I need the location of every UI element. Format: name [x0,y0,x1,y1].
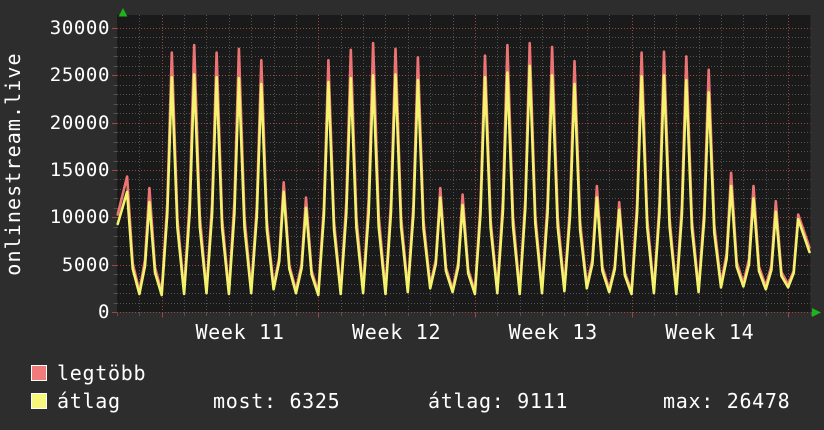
legend-label-átlag: átlag [57,389,121,413]
minor-tick-marks [113,37,812,316]
legend-swatch-átlag [31,393,47,409]
major-tick-marks [112,28,789,318]
x-axis-week-label: Week 11 [195,320,285,344]
x-axis-week-label: Week 12 [352,320,442,344]
x-axis-arrow-icon [812,308,821,317]
series-line-average [116,64,811,297]
stat-átlag: átlag: 9111 [428,389,569,413]
stat-max: max: 26478 [663,389,791,413]
y-axis-tick-label: 0 [97,301,110,323]
stat-most: most: 6325 [213,389,341,413]
x-axis-week-label: Week 14 [665,320,755,344]
legend-label-legtöbb: legtöbb [57,361,147,385]
y-axis-tick-label: 5000 [61,253,110,276]
y-axis-tick-label: 25000 [49,64,110,87]
y-axis-tick-label: 15000 [49,159,110,181]
legend-swatch-legtöbb [31,365,47,381]
y-axis-tick-label: 30000 [49,17,110,39]
y-axis-tick-label: 10000 [49,206,110,229]
y-axis-arrow-icon [118,8,128,17]
x-axis-week-label: Week 13 [508,320,598,344]
y-axis-tick-label: 20000 [49,111,110,134]
